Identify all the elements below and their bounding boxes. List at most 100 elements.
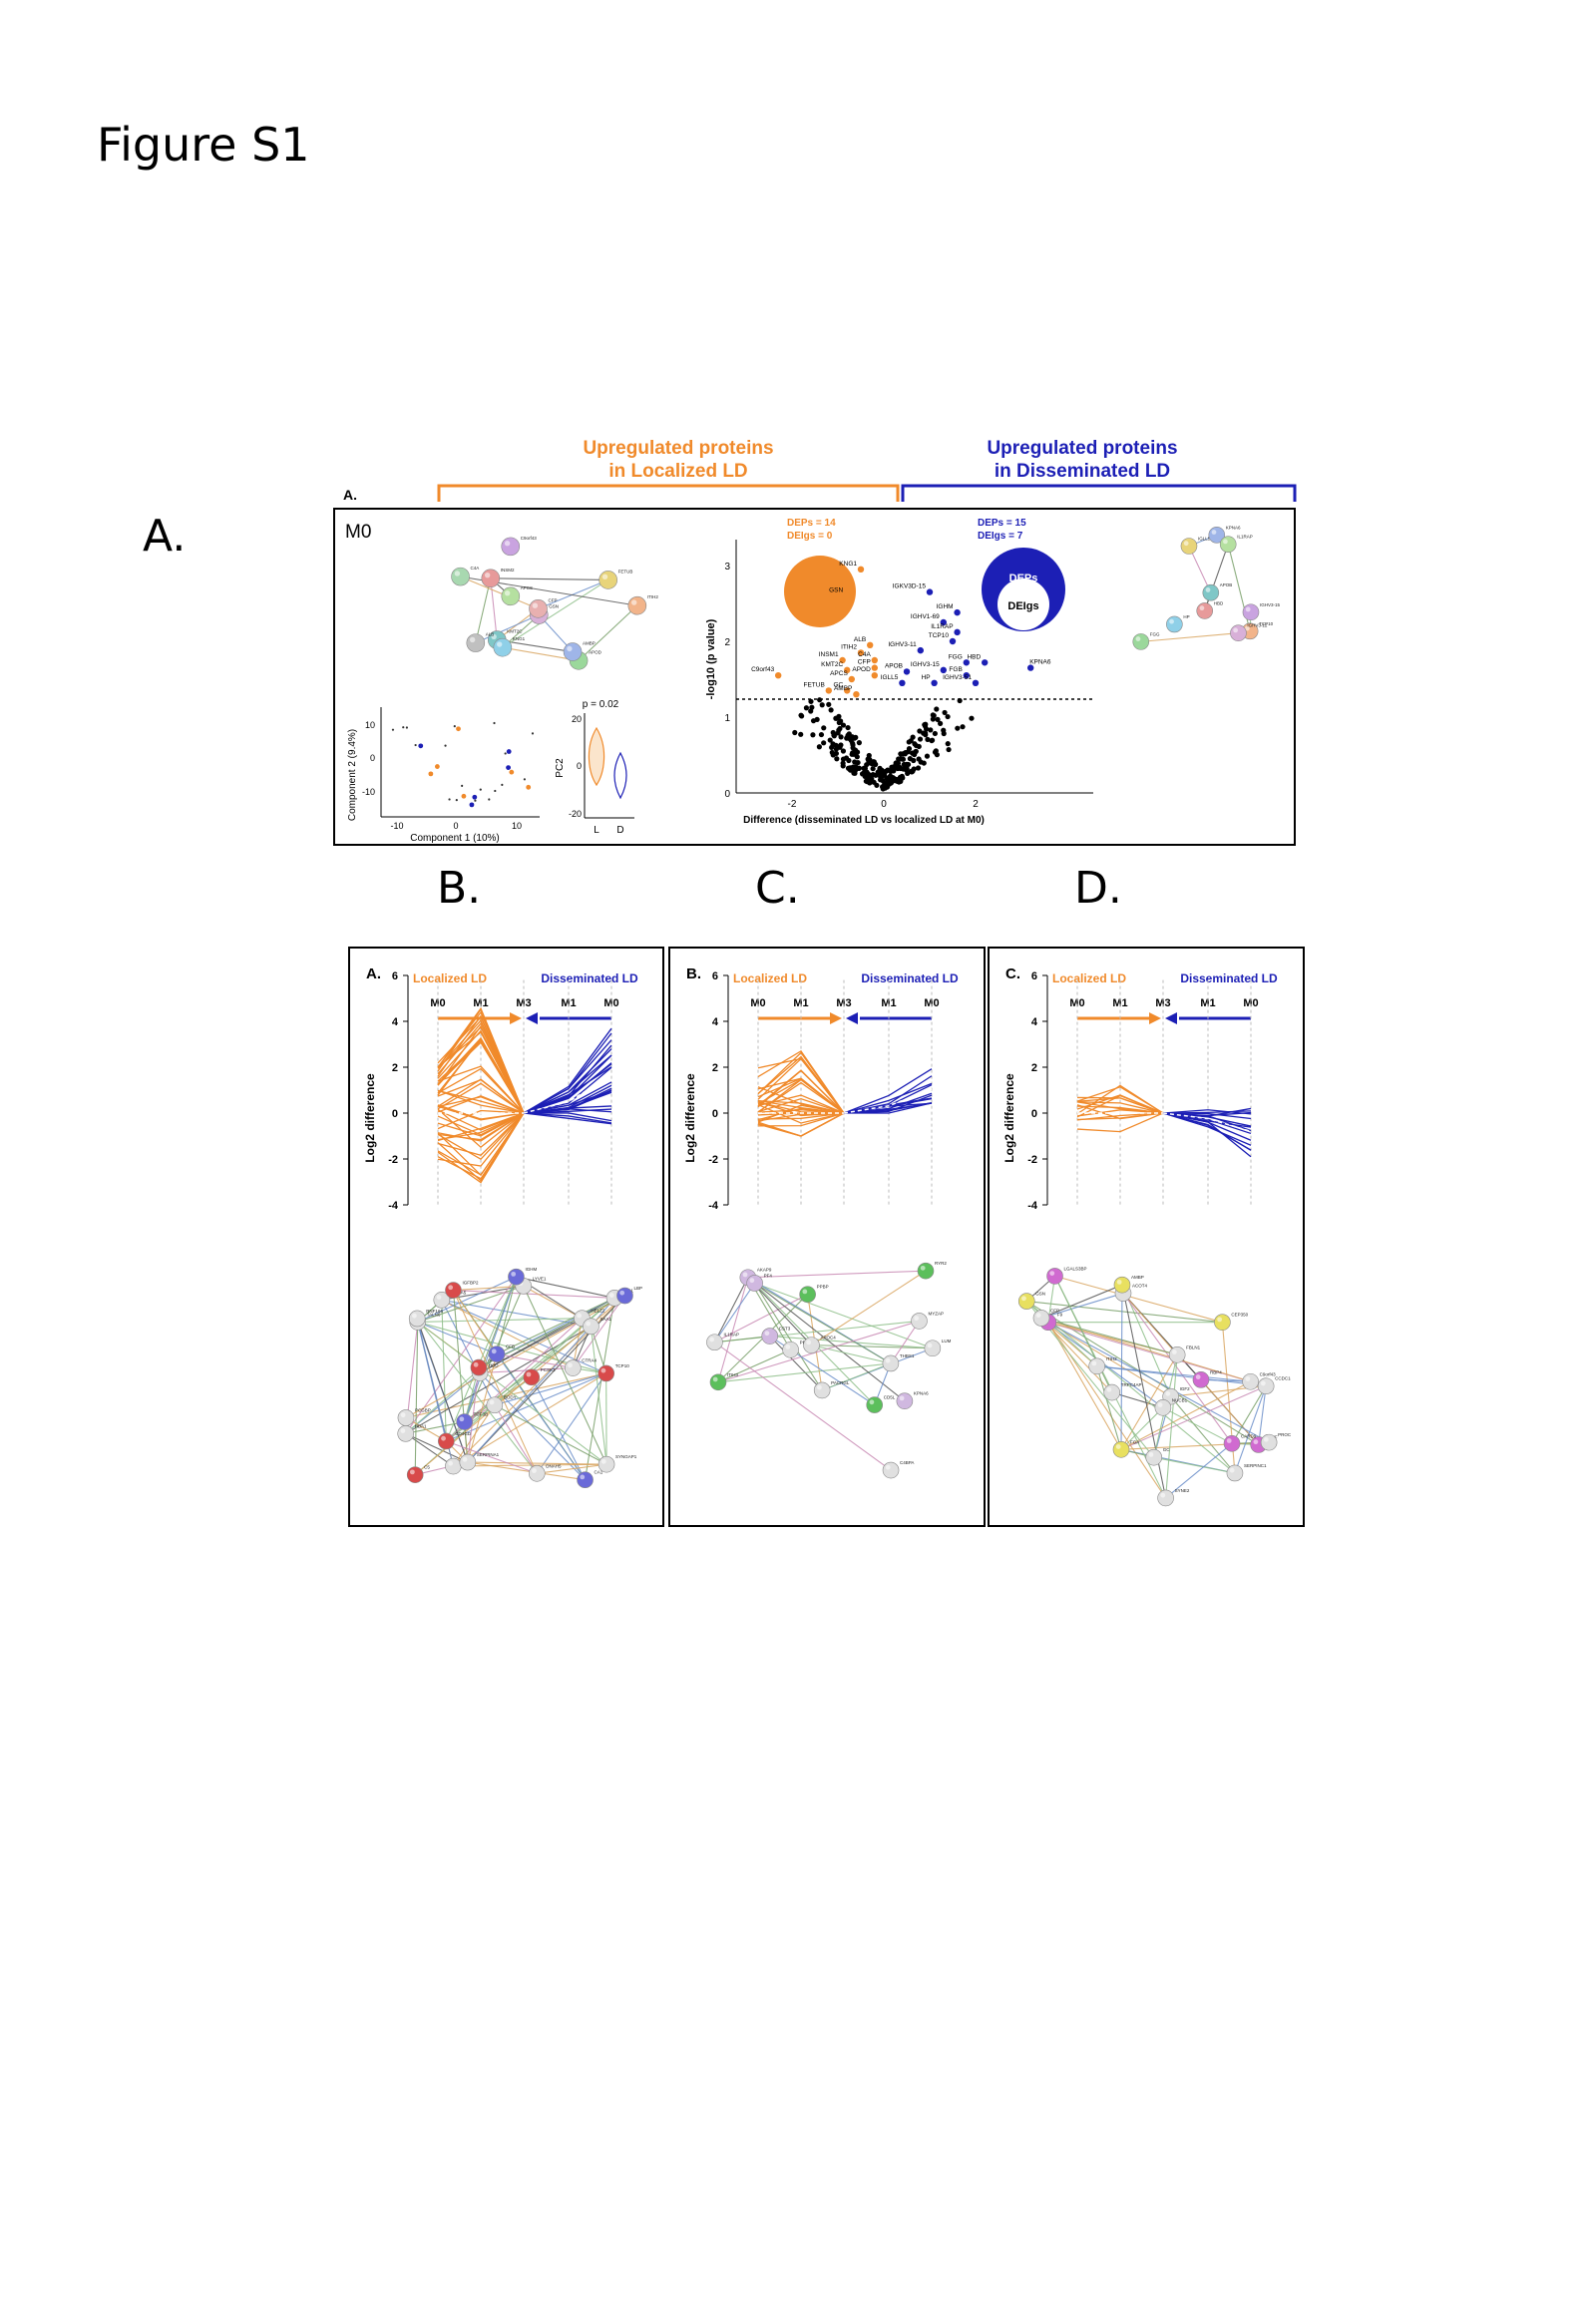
pca-point [531,732,535,735]
network-edge [717,1320,920,1383]
network-node [746,1275,763,1292]
network-node [528,1464,546,1482]
volcano-point [938,720,944,726]
volcano-point [907,756,913,762]
pca-xlabel: Component 1 (10%) [410,833,500,844]
network-node-label: LGALS3BP [1064,1266,1087,1271]
trend-ytick: 4 [712,1016,719,1028]
month-label: M1 [561,997,576,1009]
volcano-point [924,753,931,759]
volcano-point [931,712,937,719]
network-node-label: CFP [1050,1308,1059,1313]
trend-ytick: 6 [392,970,398,982]
network-edge [1111,1391,1164,1408]
volcano-point [902,751,909,757]
network-edge [417,1321,607,1465]
figure-title: Figure S1 [97,118,310,172]
network-node-label: FBLN1 [1186,1345,1201,1349]
network-node-label: C4BPA [900,1460,914,1465]
network-node-label: SERPINA1 [477,1452,500,1457]
network-node [397,1425,415,1442]
arrowhead-localized [830,1012,842,1024]
mean-line [523,1074,612,1114]
trend-line-localized [437,1036,525,1114]
trend-line-localized [437,1112,525,1141]
network-node-highlight [491,1348,497,1354]
network-node-label: APOC4 [820,1336,836,1341]
trend-ylabel: Log2 difference [683,1073,697,1163]
network-node-label: CFB [506,1345,515,1349]
volcano-point [852,770,858,776]
trend-ytick: -2 [1027,1154,1037,1166]
network-edge [754,1282,934,1349]
network-edge [536,1372,607,1474]
violin-disseminated [613,751,627,800]
network-node-highlight [601,574,608,580]
violin-xtick: L [594,825,599,836]
network-node-highlight [1160,1492,1166,1498]
network-node [577,1471,594,1488]
network-node-highlight [885,1357,891,1363]
volcano-label: FGB [949,666,962,673]
trend-chart: A. Localized LD Disseminated LD M0 M1 M3 M1 M0 L… [363,965,642,1488]
network-node-highlight [409,1469,415,1475]
network-node [481,569,501,588]
trend-line-disseminated [523,1112,612,1125]
network-edge [811,1270,927,1346]
network-node-label: AKAP9 [757,1268,772,1273]
network-node-highlight [462,1456,468,1462]
month-label: M0 [430,997,445,1009]
volcano-point [856,740,862,746]
pca-xtick: 0 [453,821,458,831]
volcano-point [850,742,856,748]
network-node-highlight [899,1395,905,1401]
network-node [616,1287,633,1305]
network-node-highlight [448,1285,454,1291]
volcano-point [889,765,895,771]
volcano-point [945,741,951,747]
trend-line-disseminated [523,1112,612,1122]
localized-label: Localized LD [413,971,487,985]
network-edge [441,1299,592,1328]
network-edge [452,1404,496,1467]
network-node [406,1466,424,1483]
trend-ytick: 2 [712,1062,718,1074]
trend-line-localized [1076,1086,1164,1114]
network-node-label: GSN [1035,1292,1045,1297]
trend-line-localized [757,1104,845,1123]
trend-line-localized [757,1112,845,1127]
network-node-label: TALN6 [427,1312,441,1317]
network-node-label: C9orf43 [1260,1371,1277,1376]
pca-point [434,764,440,769]
volcano-label: C4A [858,651,871,658]
network-node-label: KMT2C [507,629,523,634]
network-node [709,1373,727,1391]
network-node-label: FETUB [618,569,633,574]
trend-line-localized [437,1030,525,1114]
volcano-point-disseminated [903,668,911,675]
network-node [456,1413,473,1430]
trend-network: MBCA5TCP10HBDCA1HBA1TALN6PCSK3SAA2TGF3BE… [397,1267,642,1488]
volcano-point-localized [853,691,860,698]
trend-ytick: 0 [392,1108,398,1120]
volcano-point [957,697,963,704]
volcano-label: IGHV3-15 [911,661,940,668]
trend-line-localized [757,1101,845,1117]
network-node-label: SYNGAP1 [615,1454,637,1459]
volcano-ytick: 1 [724,713,730,724]
network-node [1103,1383,1121,1401]
network-edge [1025,1301,1236,1474]
network-node-label: APOD [589,649,602,654]
pca-point [428,771,434,777]
volcano-point [918,759,924,765]
network-node-highlight [568,1362,573,1368]
network-node-label: DNAH5 [546,1463,562,1468]
network-node-highlight [1049,1271,1055,1276]
network-node-label: PCSK3 [541,1367,556,1372]
trend-line-localized [437,1108,525,1149]
network-node [508,1268,525,1286]
trend-network: IGF2VWFNUCB1CEP350ACOT4PROCF9CFPFGASERPI… [1017,1266,1291,1507]
network-edge [417,1285,524,1323]
trend-ytick: 6 [712,970,718,982]
network-left: APOD C9orf43 KMT2C INSM2 FETUB AMBP ITIH2 APCS G… [451,536,658,670]
